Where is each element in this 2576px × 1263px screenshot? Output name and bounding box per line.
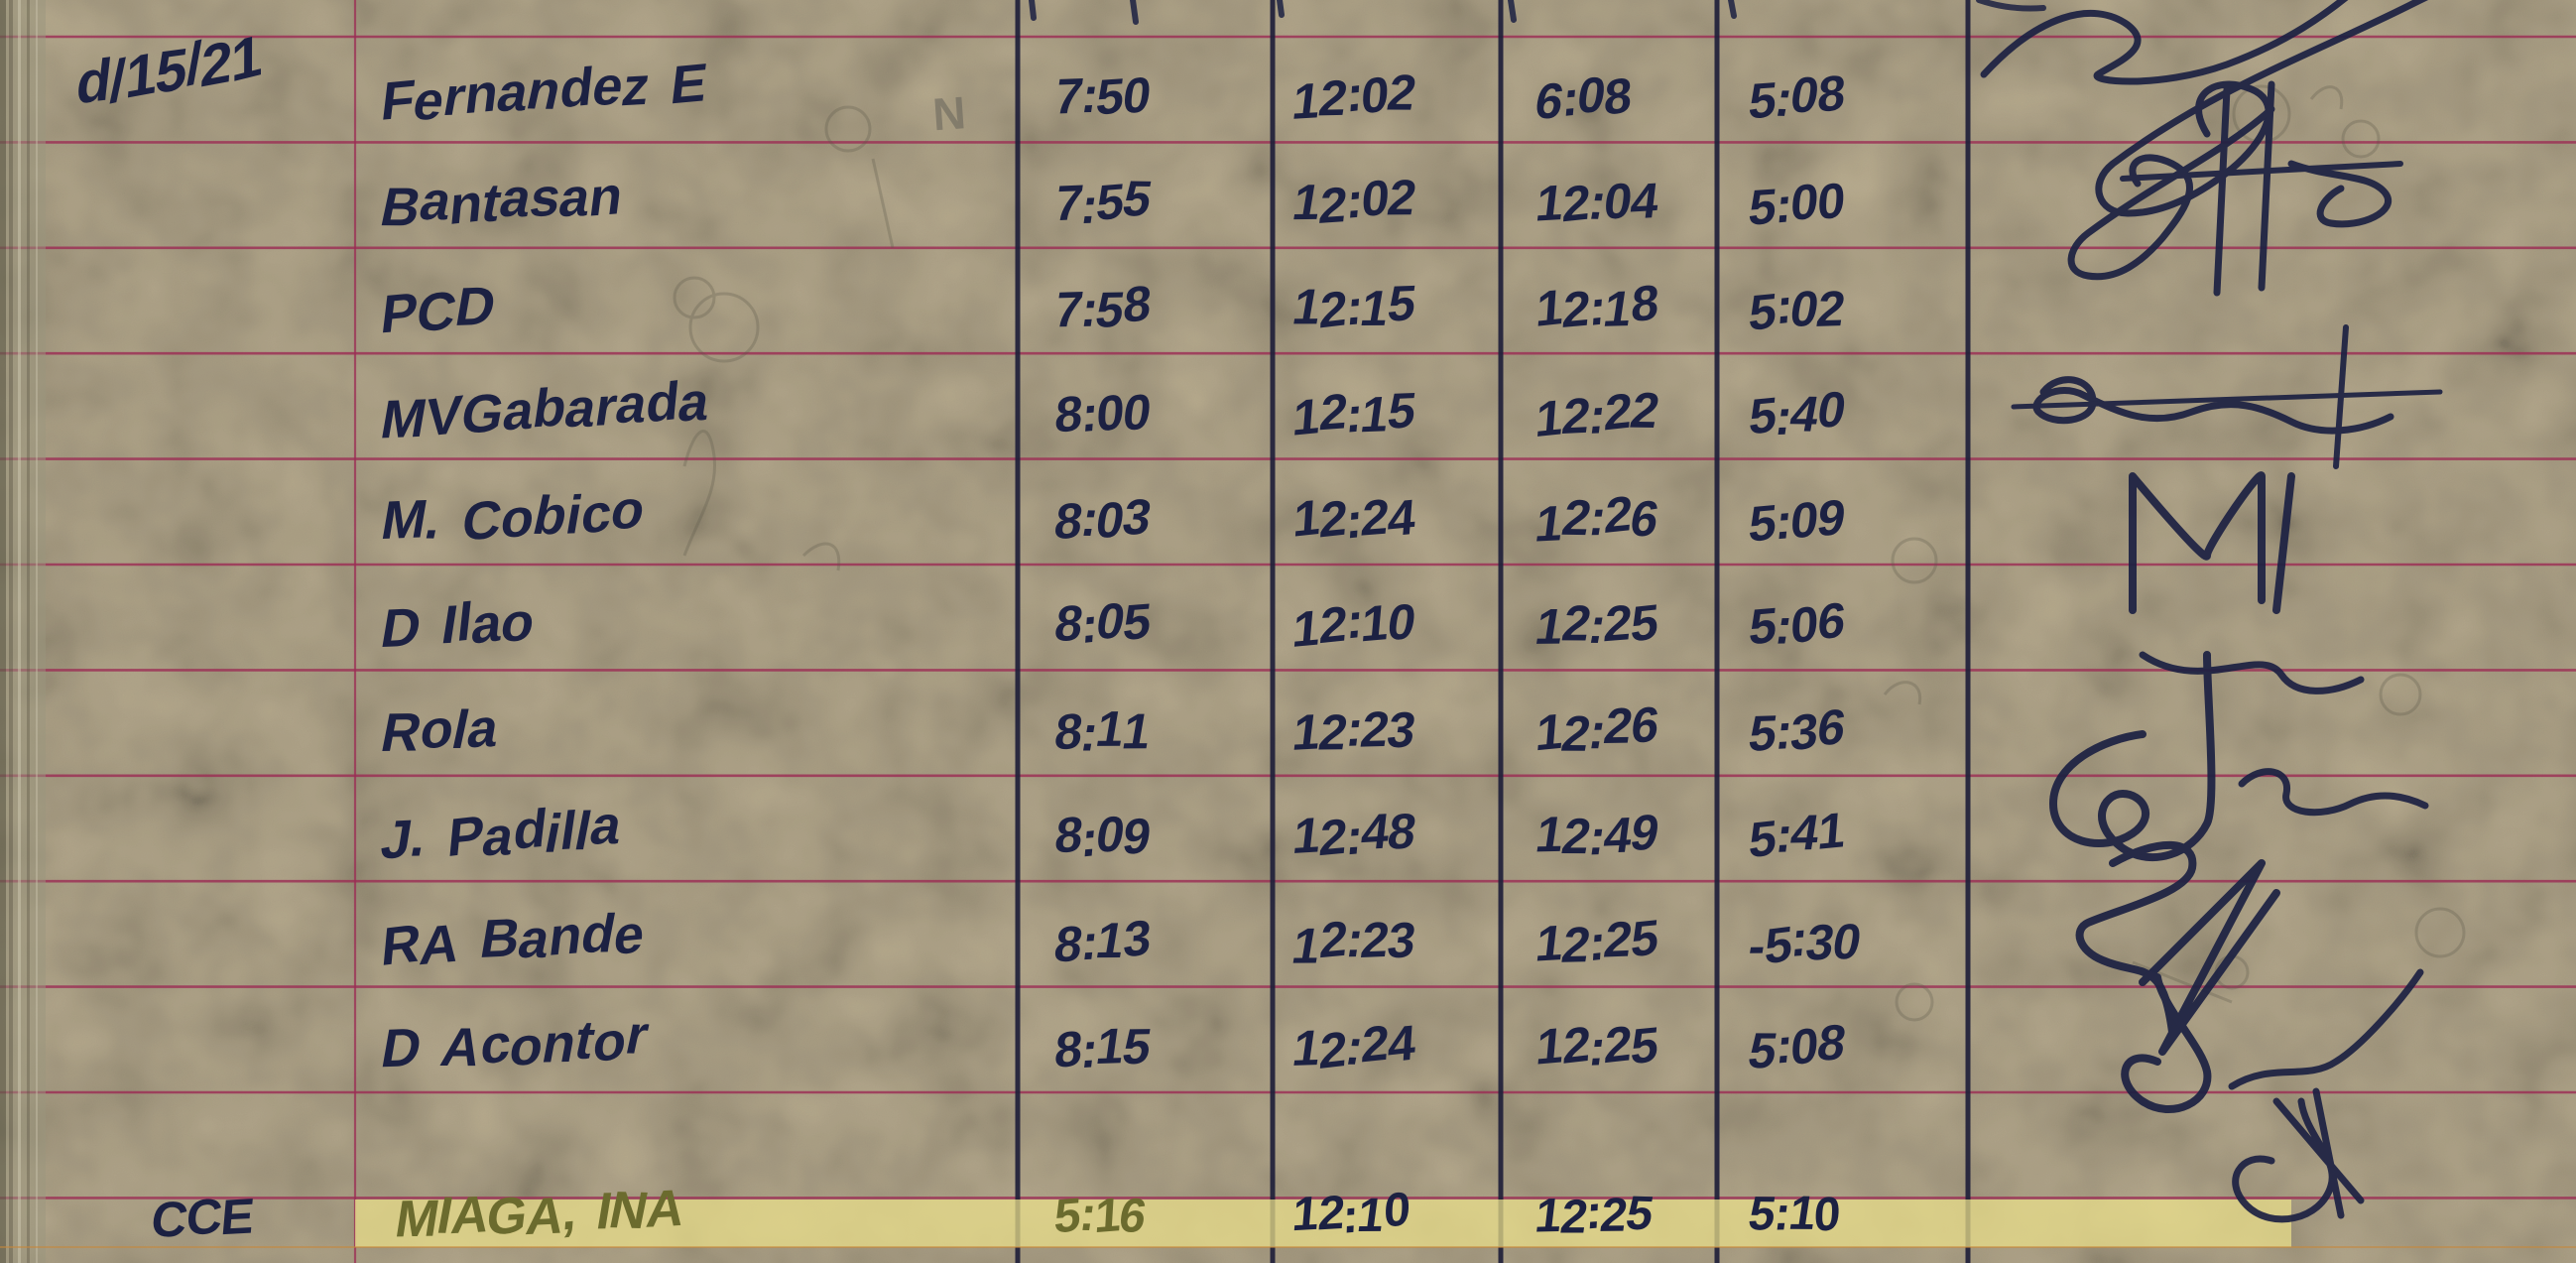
svg-text:N: N [931, 86, 968, 140]
